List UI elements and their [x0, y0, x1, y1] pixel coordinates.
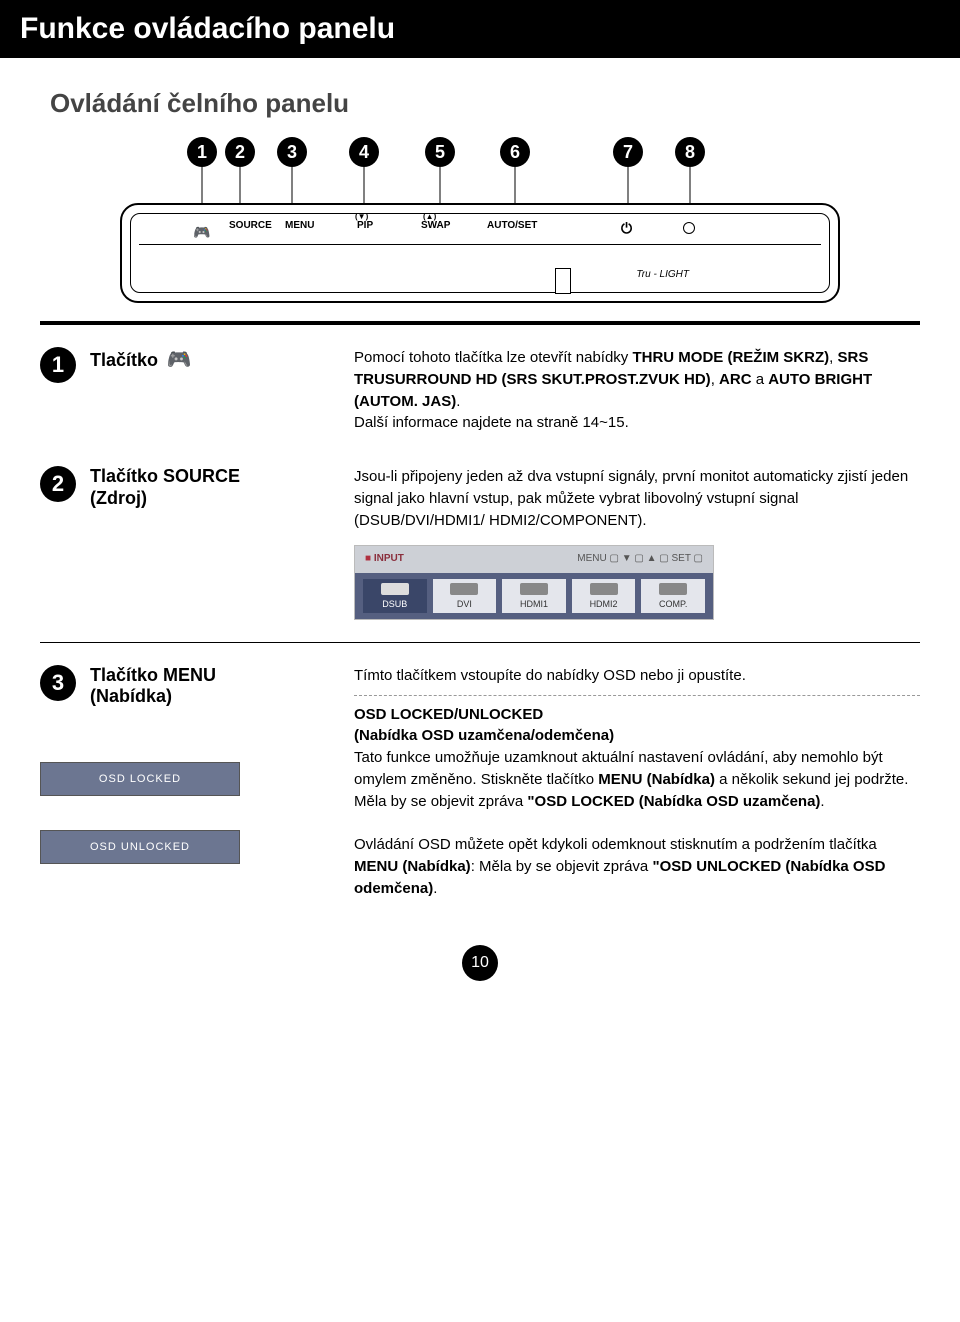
- panel-diagram: 1 2 3 4 5 6 7 8 🎮 SOURCE MENU: [120, 137, 840, 303]
- badge-2: 2: [40, 466, 76, 502]
- osd-unlocked-box: OSD UNLOCKED: [40, 830, 240, 864]
- callout-4: 4: [349, 137, 379, 167]
- row-button-1: 1 Tlačítko 🎮 Pomocí tohoto tlačítka lze …: [40, 325, 920, 456]
- port-hdmi2: HDMI2: [572, 579, 636, 613]
- panel-label-swap: SWAP: [421, 220, 450, 231]
- port-hdmi1: HDMI1: [502, 579, 566, 613]
- panel-label-menu: MENU: [285, 220, 314, 231]
- controller-icon: 🎮: [193, 224, 210, 241]
- label-tlacitko: Tlačítko: [90, 350, 158, 370]
- desc-3-block1: OSD LOCKED/UNLOCKED (Nabídka OSD uzamčen…: [354, 704, 920, 813]
- controller-icon: 🎮: [166, 349, 191, 371]
- led-icon: [683, 222, 695, 234]
- panel-label-pip: PIP: [357, 220, 373, 231]
- desc-2: Jsou-li připojeny jeden až dva vstupní s…: [354, 466, 920, 531]
- input-nav-hints: MENU ▢ ▼ ▢ ▲ ▢ SET ▢: [577, 552, 703, 567]
- callout-6: 6: [500, 137, 530, 167]
- leader-lines: [120, 167, 840, 203]
- callout-8: 8: [675, 137, 705, 167]
- label-source-sub: (Zdroj): [90, 488, 240, 510]
- panel-label-autoset: AUTO/SET: [487, 220, 537, 231]
- port-comp: COMP.: [641, 579, 705, 613]
- badge-1: 1: [40, 347, 76, 383]
- callout-3: 3: [277, 137, 307, 167]
- row-button-3: 3 Tlačítko MENU (Nabídka) OSD LOCKED OSD…: [40, 643, 920, 922]
- port-dvi: DVI: [433, 579, 497, 613]
- desc-1: Pomocí tohoto tlačítka lze otevřít nabíd…: [354, 347, 920, 434]
- callout-5: 5: [425, 137, 455, 167]
- power-icon: ⏻: [621, 220, 632, 237]
- panel-label-source: SOURCE: [229, 220, 272, 231]
- port-dsub: DSUB: [363, 579, 427, 613]
- dashed-divider: [354, 695, 920, 696]
- osd-locked-box: OSD LOCKED: [40, 762, 240, 796]
- trulight-label: Tru - LIGHT: [636, 269, 689, 280]
- callout-2: 2: [225, 137, 255, 167]
- callout-1: 1: [187, 137, 217, 167]
- label-menu: Tlačítko MENU: [90, 665, 216, 687]
- callout-7: 7: [613, 137, 643, 167]
- label-source: Tlačítko SOURCE: [90, 466, 240, 488]
- page-number: 10: [462, 945, 498, 981]
- input-osd-panel: ■ INPUT MENU ▢ ▼ ▢ ▲ ▢ SET ▢ DSUB DVI HD…: [354, 545, 714, 620]
- desc-3-block2: Ovládání OSD můžete opět kdykoli odemkno…: [354, 834, 920, 899]
- subtitle: Ovládání čelního panelu: [50, 88, 920, 119]
- desc-3-intro: Tímto tlačítkem vstoupíte do nabídky OSD…: [354, 665, 920, 687]
- page-title: Funkce ovládacího panelu: [0, 0, 960, 58]
- badge-3: 3: [40, 665, 76, 701]
- panel-notch: [555, 268, 571, 294]
- row-button-2: 2 Tlačítko SOURCE (Zdroj) Jsou-li připoj…: [40, 456, 920, 642]
- label-menu-sub: (Nabídka): [90, 686, 216, 708]
